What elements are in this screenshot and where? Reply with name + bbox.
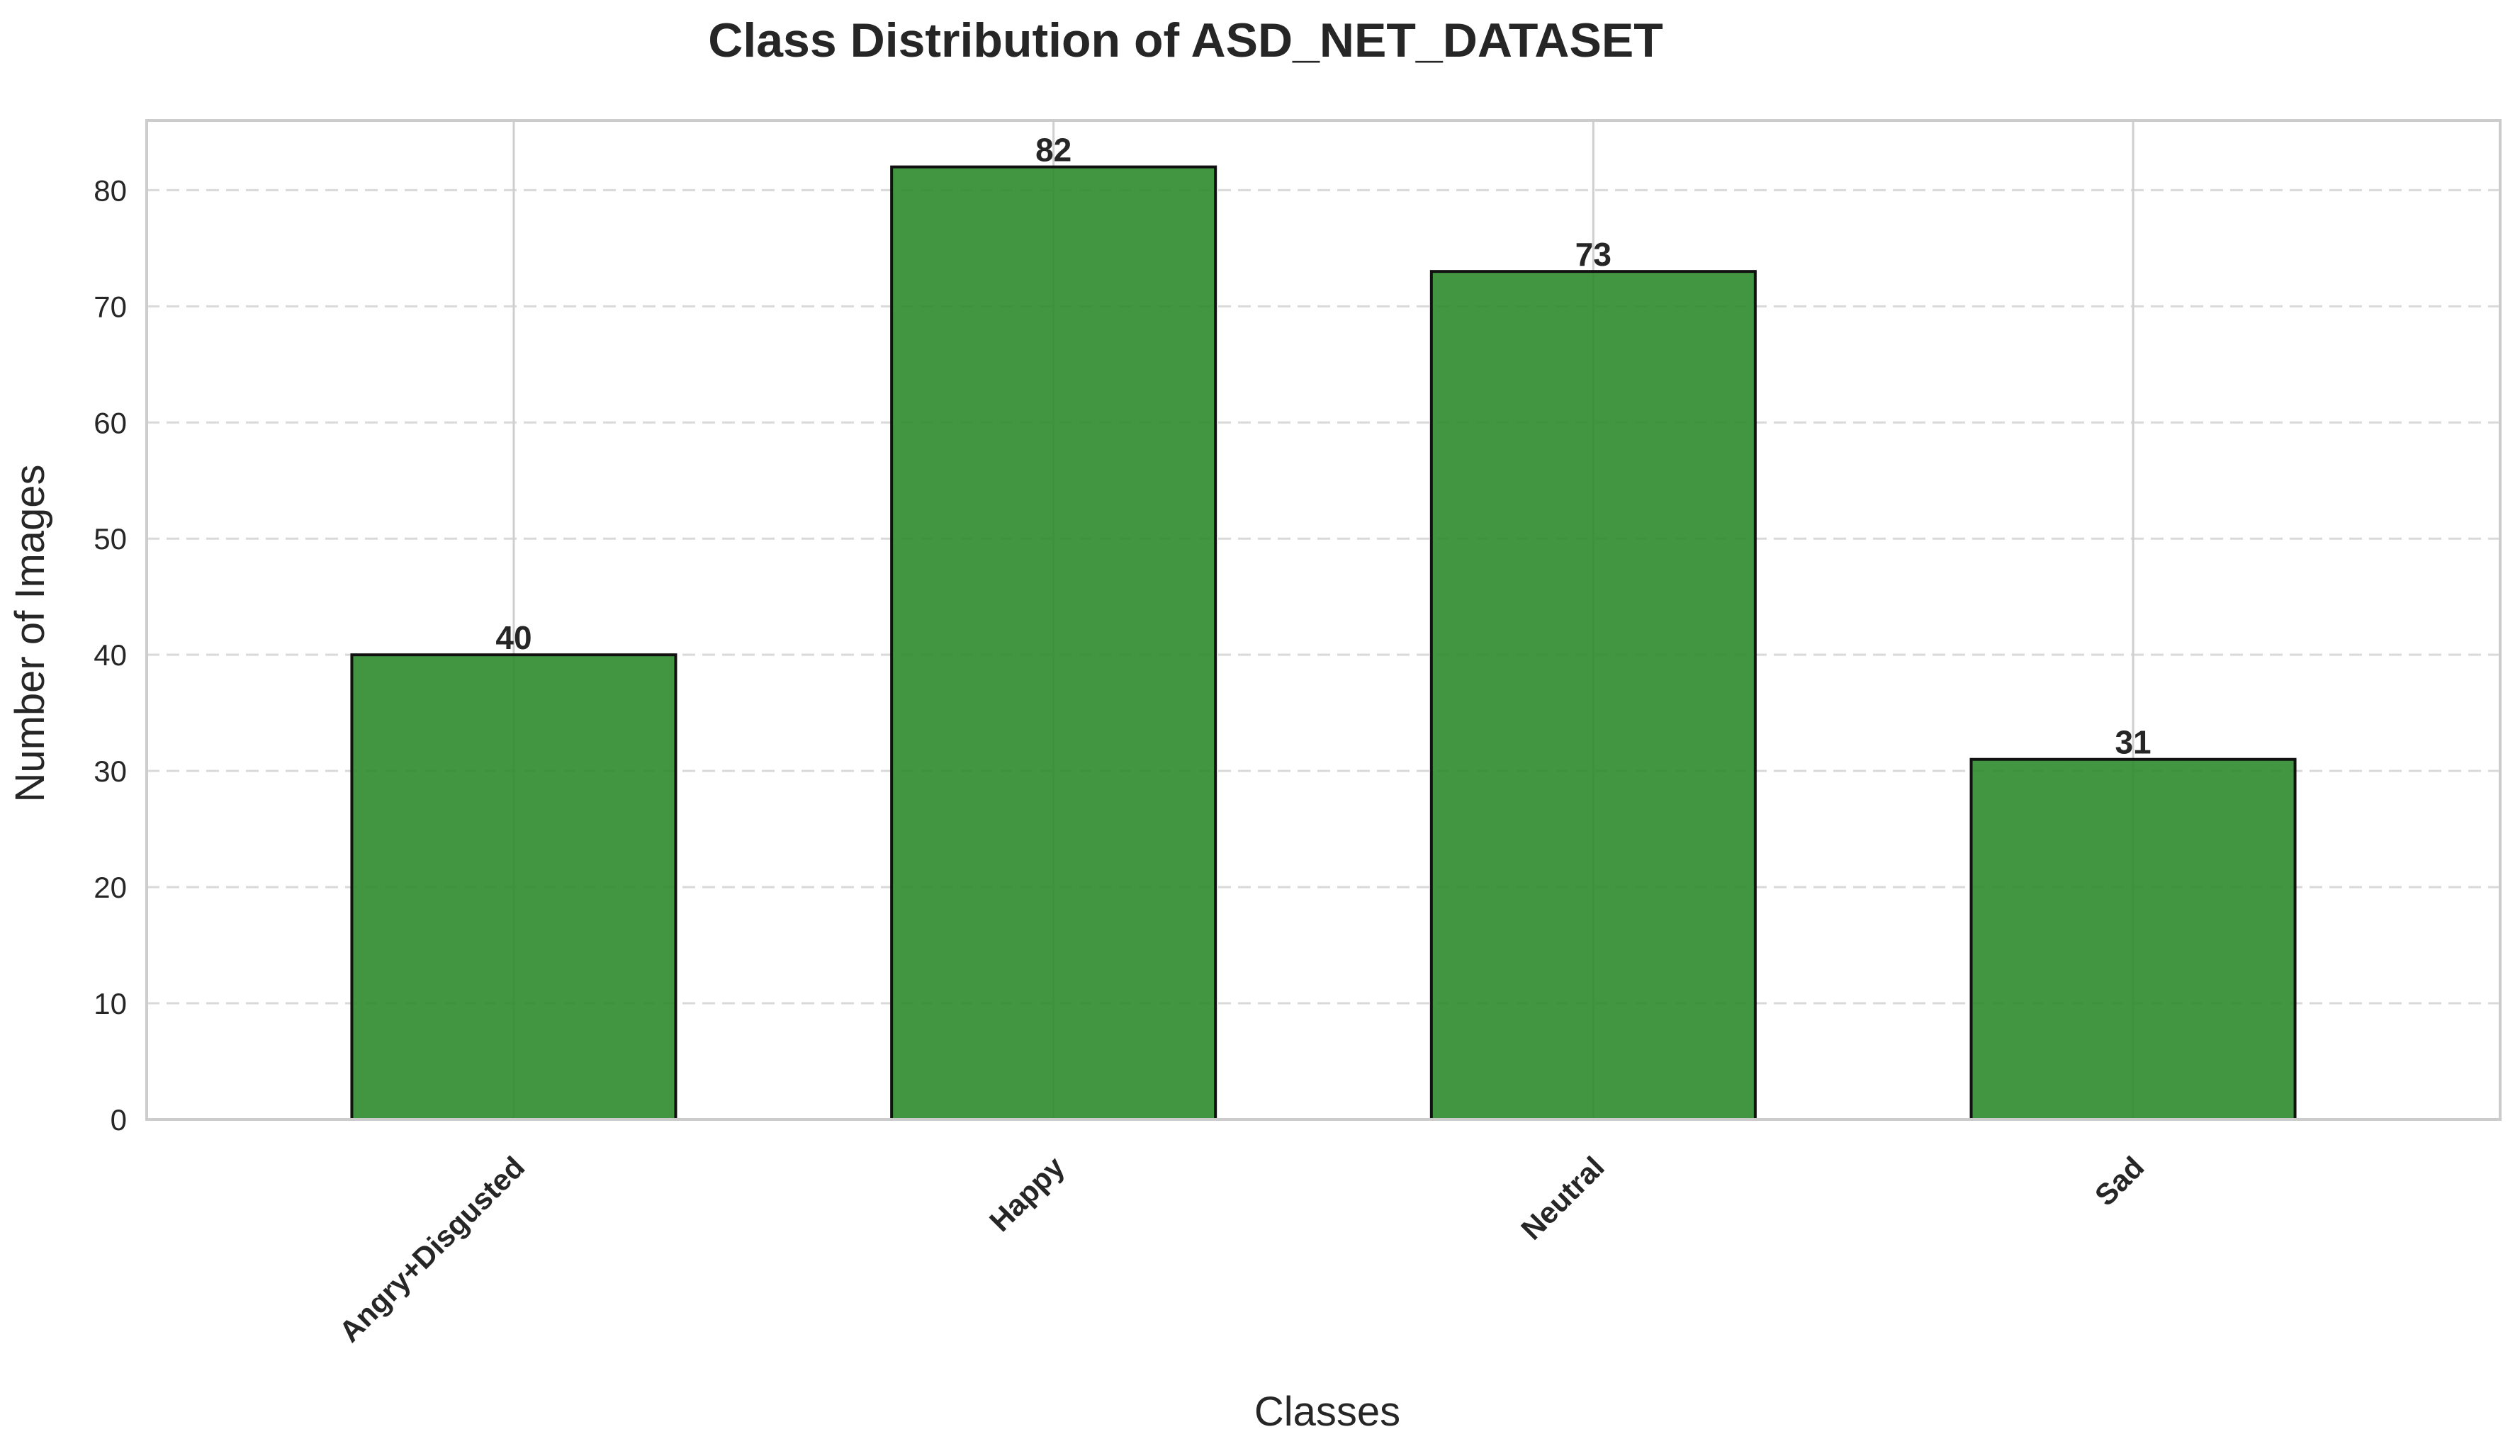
- data-label: 73: [1575, 236, 1611, 273]
- y-axis-ticks: 0 10 20 30 40 50 60 70 80: [94, 174, 127, 1136]
- y-tick-label: 60: [94, 406, 127, 439]
- chart-title: Class Distribution of ASD_NET_DATASET: [708, 13, 1663, 67]
- plot-frame: [145, 119, 2502, 1121]
- bars: [350, 165, 2297, 1121]
- y-tick-label: 70: [94, 290, 127, 323]
- y-tick-label: 80: [94, 174, 127, 207]
- y-tick-label: 20: [94, 871, 127, 904]
- bar-sad: [1969, 757, 2297, 1121]
- data-label: 40: [495, 619, 531, 656]
- y-tick-label: 30: [94, 755, 127, 788]
- y-tick-label: 10: [94, 987, 127, 1020]
- plot-area: 40 82 73 31: [145, 119, 2502, 1121]
- data-labels: 40 82 73 31: [495, 132, 2151, 761]
- y-tick-label: 0: [111, 1103, 127, 1136]
- y-tick-label: 50: [94, 522, 127, 555]
- y-axis-label: Number of Images: [7, 464, 53, 802]
- y-tick-label: 40: [94, 638, 127, 672]
- bar-happy: [890, 165, 1217, 1121]
- y-gridlines: [147, 188, 2500, 1005]
- bar-neutral: [1429, 270, 1757, 1121]
- data-label: 31: [2115, 724, 2151, 761]
- bar-angry-disgusted: [350, 653, 677, 1121]
- x-axis-label: Classes: [1254, 1389, 1400, 1435]
- data-label: 82: [1035, 132, 1071, 169]
